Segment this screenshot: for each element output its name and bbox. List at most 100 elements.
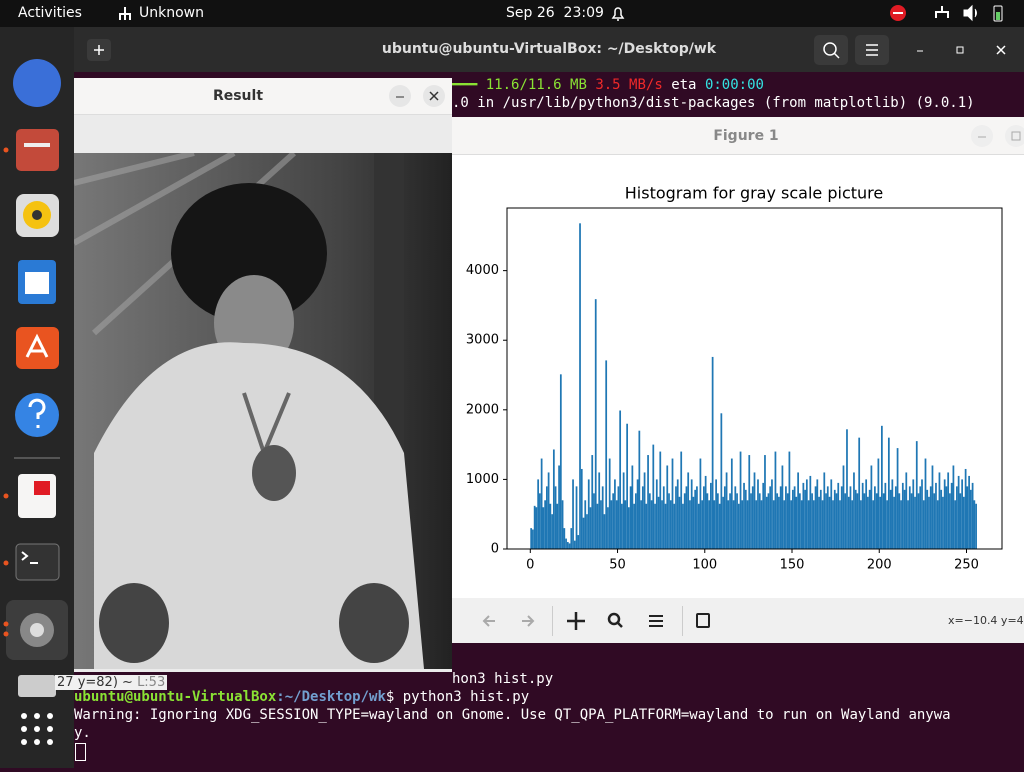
result-window: Result bbox=[74, 78, 452, 672]
terminal-header: ubuntu@ubuntu-VirtualBox: ~/Desktop/wk bbox=[74, 27, 1024, 72]
bar bbox=[900, 500, 902, 549]
bar bbox=[891, 479, 894, 549]
bar bbox=[743, 482, 745, 549]
bar bbox=[966, 486, 969, 549]
bar bbox=[921, 479, 923, 549]
bar bbox=[699, 458, 702, 549]
bar bbox=[746, 500, 749, 549]
network-status[interactable]: Unknown bbox=[139, 5, 204, 21]
bar bbox=[842, 465, 845, 549]
toolbar-icons[interactable] bbox=[452, 598, 752, 643]
bar bbox=[530, 528, 533, 549]
bar bbox=[624, 500, 627, 549]
bar bbox=[786, 493, 789, 549]
terminal-progress: ━━━ 11.6/11.6 MB 3.5 MB/s eta 0:00:00 bbox=[452, 77, 764, 93]
window-buttons[interactable] bbox=[814, 35, 1024, 65]
bar bbox=[854, 489, 857, 549]
bar bbox=[847, 496, 850, 549]
bar bbox=[853, 472, 855, 549]
bar bbox=[682, 503, 684, 549]
bar bbox=[884, 482, 887, 549]
result-title: Result bbox=[212, 88, 264, 104]
bar bbox=[558, 465, 560, 549]
status-icons[interactable] bbox=[890, 4, 1015, 24]
bar bbox=[942, 496, 944, 549]
bar bbox=[607, 507, 609, 549]
bar bbox=[669, 500, 672, 549]
cursor bbox=[75, 743, 86, 761]
bar bbox=[563, 528, 566, 549]
figure-window: Figure 1 x=−10.4 y=4.7 bbox=[452, 117, 1024, 643]
progress-speed: 3.5 MB/s bbox=[595, 77, 663, 93]
y-tick-label: 0 bbox=[491, 542, 499, 557]
bar bbox=[776, 493, 779, 549]
bar bbox=[680, 451, 683, 549]
terminal-line: .0 in /usr/lib/python3/dist-packages (fr… bbox=[452, 95, 975, 111]
bar bbox=[830, 479, 833, 549]
bar bbox=[621, 503, 623, 549]
bar bbox=[908, 486, 911, 549]
bar bbox=[818, 496, 820, 549]
bar bbox=[844, 493, 847, 549]
bar bbox=[622, 472, 625, 549]
bar bbox=[577, 535, 580, 549]
bar bbox=[598, 472, 601, 549]
software-icon[interactable] bbox=[16, 327, 59, 369]
bar bbox=[652, 444, 655, 549]
bar bbox=[821, 500, 824, 549]
app-grid[interactable] bbox=[21, 713, 53, 745]
bar bbox=[969, 489, 972, 549]
bar bbox=[617, 486, 620, 549]
bar bbox=[640, 500, 642, 549]
bar bbox=[961, 479, 964, 549]
bar bbox=[804, 489, 806, 549]
thunderbird-icon[interactable] bbox=[13, 59, 61, 107]
bar bbox=[945, 486, 948, 549]
clock[interactable]: Sep 26 23:09 bbox=[506, 5, 604, 21]
bar bbox=[905, 472, 908, 549]
bar bbox=[922, 500, 925, 549]
bar bbox=[643, 472, 646, 549]
bar bbox=[690, 479, 693, 549]
figure-toolbar: x=−10.4 y=4.7 bbox=[452, 598, 1024, 643]
prompt-path: :~/Desktop/wk bbox=[276, 689, 386, 705]
result-buttons[interactable] bbox=[388, 84, 448, 108]
bar bbox=[903, 489, 906, 549]
bar bbox=[612, 493, 615, 549]
editor-icon[interactable] bbox=[18, 675, 56, 697]
bar bbox=[661, 500, 663, 549]
bar bbox=[559, 374, 562, 549]
bar bbox=[839, 500, 841, 549]
bar bbox=[739, 451, 742, 549]
bar bbox=[947, 472, 950, 549]
bar bbox=[579, 223, 581, 549]
bar bbox=[795, 496, 798, 549]
bar bbox=[650, 500, 653, 549]
bar bbox=[675, 486, 677, 549]
figure-buttons[interactable] bbox=[970, 124, 1024, 148]
activities[interactable]: Activities bbox=[18, 5, 82, 21]
bar bbox=[580, 468, 583, 549]
bar bbox=[793, 486, 796, 549]
bar bbox=[778, 496, 780, 549]
bar bbox=[823, 472, 826, 549]
bar bbox=[629, 486, 632, 549]
bar bbox=[975, 503, 977, 549]
bar bbox=[575, 486, 578, 549]
bar bbox=[950, 482, 953, 549]
figure-title: Figure 1 bbox=[713, 128, 779, 144]
bar bbox=[706, 493, 709, 549]
bar bbox=[755, 500, 758, 549]
bar bbox=[931, 465, 934, 549]
new-tab-button[interactable] bbox=[86, 38, 112, 62]
bar bbox=[634, 493, 637, 549]
bar bbox=[704, 475, 707, 549]
terminal-prompt: ubuntu@ubuntu-VirtualBox:~/Desktop/wk$ p… bbox=[74, 689, 529, 705]
reader-icon[interactable] bbox=[18, 474, 56, 518]
bar bbox=[767, 493, 770, 549]
files-icon[interactable] bbox=[16, 129, 59, 171]
bar bbox=[610, 500, 613, 549]
bar bbox=[940, 489, 943, 549]
status-num: 27 bbox=[57, 675, 74, 690]
